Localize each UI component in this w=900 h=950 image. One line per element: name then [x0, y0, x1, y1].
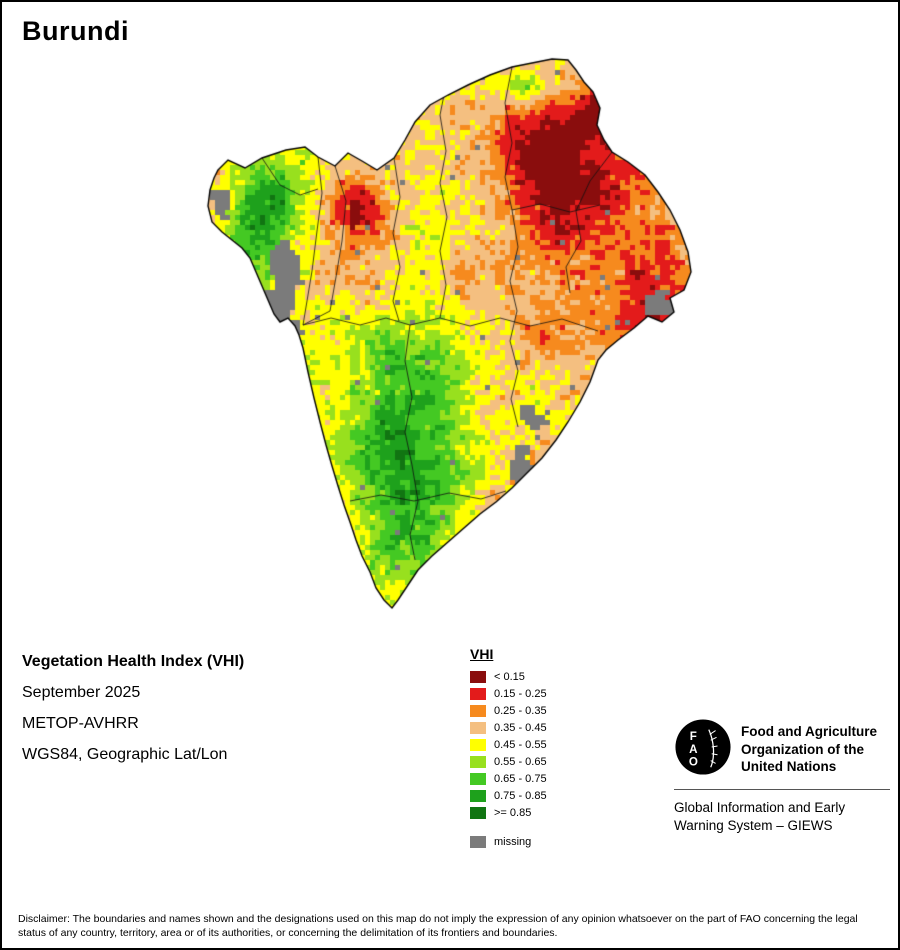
legend-swatch	[470, 773, 486, 785]
vhi-legend: VHI < 0.15 0.15 - 0.25 0.25 - 0.35 0.35 …	[470, 646, 547, 851]
legend-swatch	[470, 790, 486, 802]
legend-swatch	[470, 739, 486, 751]
metadata-sensor: METOP-AVHRR	[22, 715, 139, 732]
fao-org-line: Food and Agriculture	[741, 724, 877, 739]
fao-letter: O	[689, 755, 698, 768]
legend-entry: 0.25 - 0.35	[470, 703, 547, 719]
legend-entry: 0.65 - 0.75	[470, 771, 547, 787]
legend-label: 0.45 - 0.55	[494, 739, 547, 751]
legend-swatch-missing	[470, 836, 486, 848]
branding-divider	[674, 789, 890, 790]
legend-entry: 0.35 - 0.45	[470, 720, 547, 736]
fao-letter: A	[689, 743, 698, 756]
legend-label: 0.25 - 0.35	[494, 705, 547, 717]
legend-entry: < 0.15	[470, 669, 547, 685]
giews-label: Global Information and Early Warning Sys…	[674, 799, 890, 835]
giews-line: Warning System – GIEWS	[674, 818, 833, 833]
metadata-projection: WGS84, Geographic Lat/Lon	[22, 746, 228, 763]
metadata-index-name: Vegetation Health Index (VHI)	[22, 653, 245, 670]
fao-org-name: Food and Agriculture Organization of the…	[741, 718, 877, 776]
fao-logo: F A O	[675, 719, 731, 775]
legend-entry: 0.45 - 0.55	[470, 737, 547, 753]
disclaimer-text: Disclaimer: The boundaries and names sho…	[18, 913, 858, 939]
legend-swatch	[470, 722, 486, 734]
vhi-map-canvas	[200, 55, 700, 615]
legend-label: 0.75 - 0.85	[494, 790, 547, 802]
legend-label: >= 0.85	[494, 807, 532, 819]
legend-label: 0.65 - 0.75	[494, 773, 547, 785]
fao-org-line: United Nations	[741, 759, 837, 774]
legend-swatch	[470, 688, 486, 700]
fao-org-line: Organization of the	[741, 741, 864, 757]
legend-entry: 0.75 - 0.85	[470, 788, 547, 804]
giews-line: Global Information and Early	[674, 800, 846, 815]
legend-label: missing	[494, 836, 532, 848]
legend-label: < 0.15	[494, 671, 525, 683]
fao-letter: F	[690, 730, 697, 743]
legend-entry: >= 0.85	[470, 805, 547, 821]
legend-label: 0.35 - 0.45	[494, 722, 547, 734]
legend-swatch	[470, 671, 486, 683]
wheat-awns-icon	[709, 730, 718, 764]
legend-entry: 0.55 - 0.65	[470, 754, 547, 770]
legend-label: 0.15 - 0.25	[494, 688, 547, 700]
branding-block: F A O Food and Agriculture Organization …	[674, 718, 890, 835]
legend-label: 0.55 - 0.65	[494, 756, 547, 768]
page-title: Burundi	[22, 16, 129, 46]
legend-entry: 0.15 - 0.25	[470, 686, 547, 702]
map-metadata-block: Vegetation Health Index (VHI) September …	[22, 652, 244, 776]
legend-swatch	[470, 807, 486, 819]
metadata-date: September 2025	[22, 684, 141, 701]
legend-swatch	[470, 756, 486, 768]
legend-title: VHI	[470, 646, 494, 662]
legend-entry-missing: missing	[470, 834, 547, 850]
wheat-ear-icon	[708, 729, 715, 768]
legend-swatch	[470, 705, 486, 717]
